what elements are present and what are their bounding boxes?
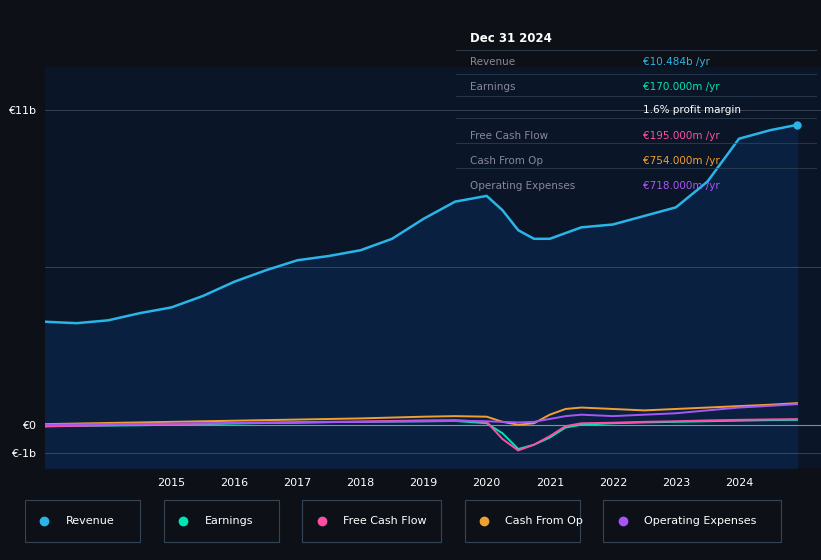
Text: Earnings: Earnings (204, 516, 253, 526)
Text: Revenue: Revenue (470, 57, 516, 67)
Text: Revenue: Revenue (66, 516, 114, 526)
FancyBboxPatch shape (25, 500, 140, 542)
Text: €195.000m /yr: €195.000m /yr (644, 130, 720, 141)
Text: Free Cash Flow: Free Cash Flow (470, 130, 548, 141)
Text: €170.000m /yr: €170.000m /yr (644, 82, 720, 92)
Point (791, 120, 804, 129)
Text: Free Cash Flow: Free Cash Flow (343, 516, 427, 526)
Text: Cash From Op: Cash From Op (506, 516, 583, 526)
FancyBboxPatch shape (465, 500, 580, 542)
FancyBboxPatch shape (603, 500, 781, 542)
Text: 1.6% profit margin: 1.6% profit margin (644, 105, 741, 115)
Text: Earnings: Earnings (470, 82, 516, 92)
Text: €754.000m /yr: €754.000m /yr (644, 156, 720, 166)
FancyBboxPatch shape (163, 500, 279, 542)
Text: Operating Expenses: Operating Expenses (470, 181, 576, 191)
Text: €718.000m /yr: €718.000m /yr (644, 181, 720, 191)
Text: Dec 31 2024: Dec 31 2024 (470, 32, 552, 45)
FancyBboxPatch shape (302, 500, 442, 542)
Text: Cash From Op: Cash From Op (470, 156, 544, 166)
Text: €10.484b /yr: €10.484b /yr (644, 57, 710, 67)
Text: Operating Expenses: Operating Expenses (644, 516, 757, 526)
